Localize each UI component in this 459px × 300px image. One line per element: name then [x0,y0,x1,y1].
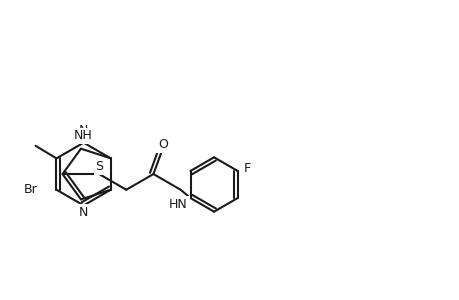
Text: F: F [243,162,251,175]
Text: N: N [79,124,88,137]
Text: O: O [157,138,168,151]
Text: N: N [78,206,88,219]
Text: S: S [95,160,103,173]
Text: HN: HN [169,198,187,211]
Text: Br: Br [24,183,38,196]
Text: NH: NH [73,129,92,142]
